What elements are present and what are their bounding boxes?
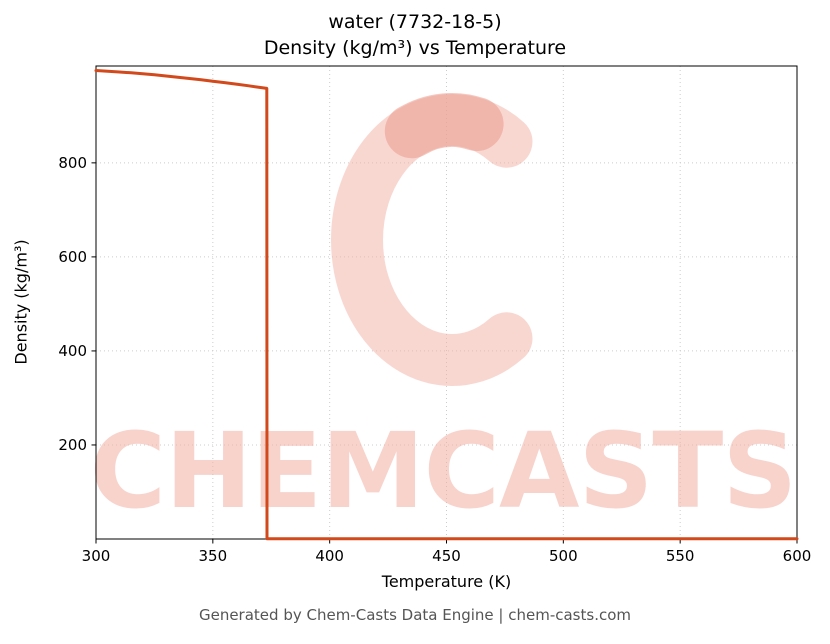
watermark: CHEMCASTS xyxy=(90,93,797,532)
x-axis-label: Temperature (K) xyxy=(381,572,512,591)
chart-subtitle: Density (kg/m³) vs Temperature xyxy=(263,37,567,59)
x-tick-label: 400 xyxy=(315,547,344,565)
density-line xyxy=(94,69,799,541)
footer-text: Generated by Chem-Casts Data Engine | ch… xyxy=(198,606,632,624)
y-tick-label: 800 xyxy=(58,154,87,172)
x-tick-label: 550 xyxy=(666,547,695,565)
x-tick-label: 450 xyxy=(432,547,461,565)
density-series xyxy=(94,69,799,541)
x-tick-label: 300 xyxy=(82,547,111,565)
x-tick-label: 500 xyxy=(549,547,578,565)
y-axis-label: Density (kg/m³) xyxy=(11,239,31,365)
watermark-logo-c-accent-icon xyxy=(384,93,504,159)
chart-title: water (7732-18-5) xyxy=(328,11,502,33)
x-tick-label: 350 xyxy=(199,547,228,565)
y-tick-label: 200 xyxy=(58,436,87,454)
x-tick-label: 600 xyxy=(783,547,812,565)
watermark-logo-c-icon xyxy=(331,94,533,386)
chart-title-block: water (7732-18-5) Density (kg/m³) vs Tem… xyxy=(0,9,830,61)
y-tick-label: 600 xyxy=(58,248,87,266)
y-tick-label: 400 xyxy=(58,342,87,360)
watermark-text: CHEMCASTS xyxy=(90,410,796,532)
